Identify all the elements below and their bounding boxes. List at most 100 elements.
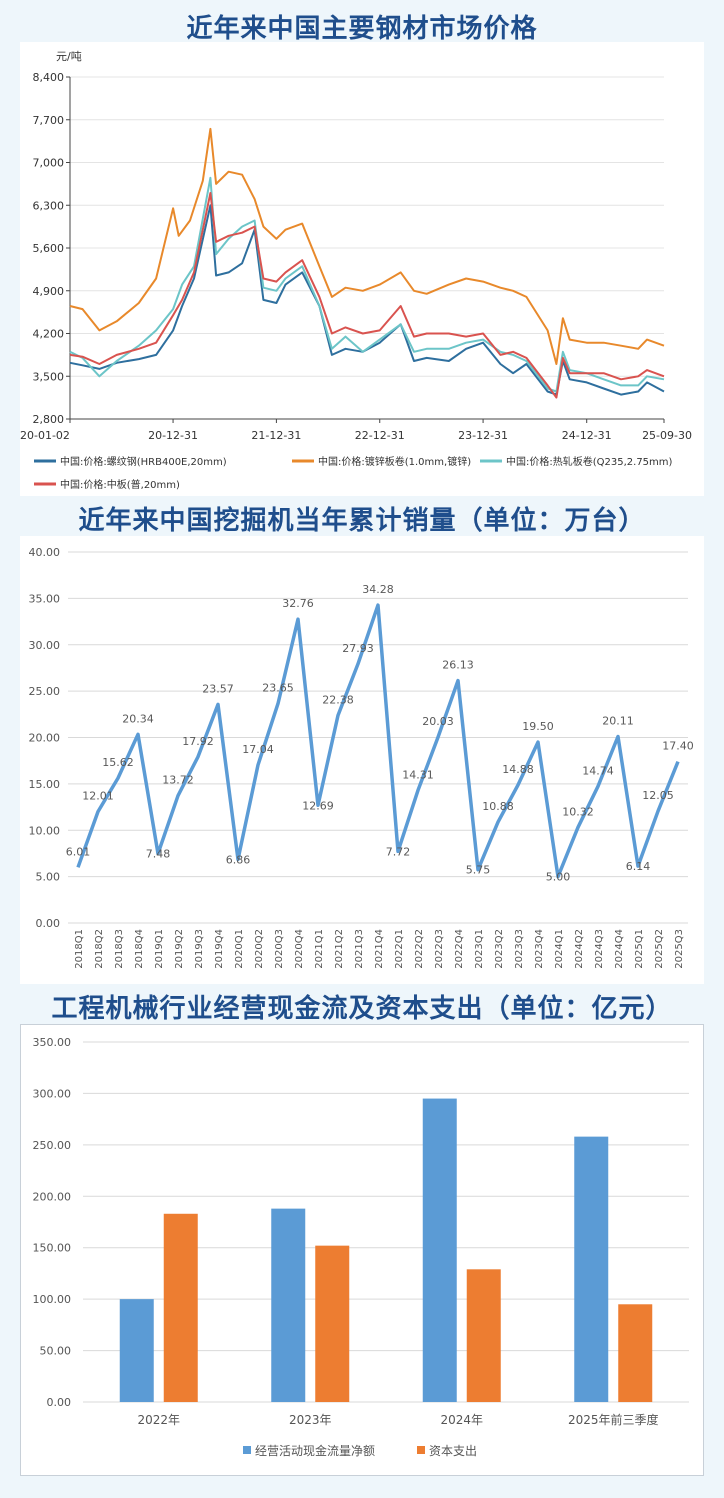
data-label: 6.01: [66, 845, 91, 858]
x-tick-label: 2022Q2: [414, 929, 425, 969]
steel-price-chart: 元/吨 8,400 7,700 7,000 6,300 5,600 4,900 4,200 3,…: [20, 50, 692, 491]
bar-capex: [618, 1304, 653, 1402]
cashflow-chart: 350.00 300.00 250.00 200.00 150.00 100.00 50.0…: [33, 1036, 689, 1458]
y-tick-label: 6,300: [33, 199, 65, 212]
x-tick-label: 2024Q3: [594, 929, 605, 969]
y-tick-label: 5,600: [33, 242, 65, 255]
x-tick-label: 2023年: [289, 1413, 332, 1427]
x-tick-label: 2021Q1: [314, 929, 325, 969]
x-tick-label: 25-09-30: [642, 429, 692, 442]
data-label: 34.28: [362, 583, 394, 596]
y-tick-label: 7,000: [33, 157, 65, 170]
x-tick-label: 2019Q1: [154, 929, 165, 969]
series-line-galv: [69, 127, 665, 365]
bar-capex: [315, 1245, 350, 1402]
x-tick-label: 2023Q2: [494, 929, 505, 969]
data-label: 17.40: [662, 740, 694, 753]
x-tick-label: 20-01-02: [20, 429, 70, 442]
bar-opcash: [574, 1136, 609, 1402]
x-tick-label: 2020Q4: [294, 929, 305, 969]
y-tick-label: 3,500: [33, 370, 65, 383]
y-tick-label: 30.00: [29, 639, 61, 652]
y-tick-label: 250.00: [33, 1139, 72, 1152]
x-tick-label: 2022Q1: [394, 929, 405, 969]
x-tick-label: 2025年前三季度: [568, 1412, 659, 1427]
x-tick-label: 2024年: [440, 1413, 483, 1427]
legend-label-opcash: 经营活动现金流量净额: [255, 1443, 375, 1458]
y-tick-label: 2,800: [33, 413, 65, 426]
excavator-sales-chart: 40.00 35.00 30.00 25.00 20.00 15.00 10.00 5.00 0…: [29, 546, 694, 969]
y-tick-label: 0.00: [47, 1396, 72, 1409]
y-tick-label: 7,700: [33, 114, 65, 127]
x-tick-label: 2023Q1: [474, 929, 485, 969]
data-label: 6.86: [226, 853, 251, 866]
data-label: 10.32: [562, 805, 594, 818]
x-tick-label: 2024Q1: [554, 929, 565, 969]
series-line-rebar: [69, 204, 665, 396]
legend-label-plate: 中国:价格:中板(普,20mm): [60, 478, 180, 491]
data-label: 27.93: [342, 642, 374, 655]
x-tick-label: 23-12-31: [458, 429, 508, 442]
legend-swatch-opcash: [243, 1446, 251, 1454]
data-label: 20.34: [122, 712, 154, 725]
data-label: 5.00: [546, 871, 571, 884]
x-tick-label: 2022Q4: [454, 929, 465, 969]
y-tick-label: 0.00: [36, 917, 61, 930]
data-label: 12.69: [302, 799, 334, 812]
x-tick-label: 2018Q2: [94, 929, 105, 969]
x-tick-label: 21-12-31: [251, 429, 301, 442]
data-label: 5.75: [466, 864, 491, 877]
y-tick-label: 5.00: [36, 871, 61, 884]
x-tick-label: 2024Q4: [614, 929, 625, 969]
y-tick-label: 20.00: [29, 732, 61, 745]
data-label: 14.74: [582, 764, 614, 777]
y-tick-label: 10.00: [29, 824, 61, 837]
bar-opcash: [119, 1299, 154, 1402]
data-label: 32.76: [282, 597, 314, 610]
x-tick-label: 2025Q2: [654, 929, 665, 969]
x-tick-label: 2022年: [137, 1413, 180, 1427]
y-tick-label: 150.00: [33, 1242, 72, 1255]
x-tick-label: 2020Q1: [234, 929, 245, 969]
x-tick-label: 2023Q3: [514, 929, 525, 969]
data-label: 6.14: [626, 860, 651, 873]
y-tick-label: 50.00: [40, 1345, 72, 1358]
x-tick-label: 2020Q3: [274, 929, 285, 969]
x-tick-label: 2019Q4: [214, 929, 225, 969]
x-tick-label: 2022Q3: [434, 929, 445, 969]
data-label: 17.92: [182, 735, 214, 748]
x-tick-label: 2019Q3: [194, 929, 205, 969]
cumulative-sales-line: [76, 603, 680, 879]
x-tick-label: 2021Q2: [334, 929, 345, 969]
data-label: 12.01: [82, 790, 114, 803]
data-label: 17.04: [242, 743, 274, 756]
data-label: 19.50: [522, 720, 554, 733]
legend-label-capex: 资本支出: [429, 1444, 477, 1458]
y-axis-unit-label: 元/吨: [56, 50, 82, 63]
series-line-plate: [69, 192, 665, 399]
data-label: 14.31: [402, 768, 434, 781]
x-tick-label: 22-12-31: [355, 429, 405, 442]
y-tick-label: 40.00: [29, 546, 61, 559]
x-tick-label: 24-12-31: [562, 429, 612, 442]
y-tick-label: 25.00: [29, 685, 61, 698]
x-tick-label: 2025Q3: [674, 929, 685, 969]
x-tick-label: 2023Q4: [534, 929, 545, 969]
y-tick-label: 350.00: [33, 1036, 72, 1049]
x-tick-label: 2021Q4: [374, 929, 385, 969]
data-label: 20.11: [602, 714, 634, 727]
x-tick-label: 2018Q3: [114, 929, 125, 969]
legend-label-galv: 中国:价格:镀锌板卷(1.0mm,镀锌): [318, 455, 471, 468]
bar-capex: [466, 1269, 501, 1402]
y-tick-label: 300.00: [33, 1087, 72, 1100]
steel-chart-title: 近年来中国主要钢材市场价格: [186, 14, 538, 44]
excavator-panel: 40.00 35.00 30.00 25.00 20.00 15.00 10.00 5.00 0…: [20, 536, 704, 984]
data-label: 12.05: [642, 789, 674, 802]
data-label: 23.57: [202, 682, 234, 695]
x-tick-label: 2018Q1: [74, 929, 85, 969]
data-label: 10.88: [482, 800, 514, 813]
bar-capex: [163, 1213, 198, 1402]
y-tick-label: 100.00: [33, 1293, 72, 1306]
x-tick-label: 2019Q2: [174, 929, 185, 969]
data-label: 26.13: [442, 659, 474, 672]
